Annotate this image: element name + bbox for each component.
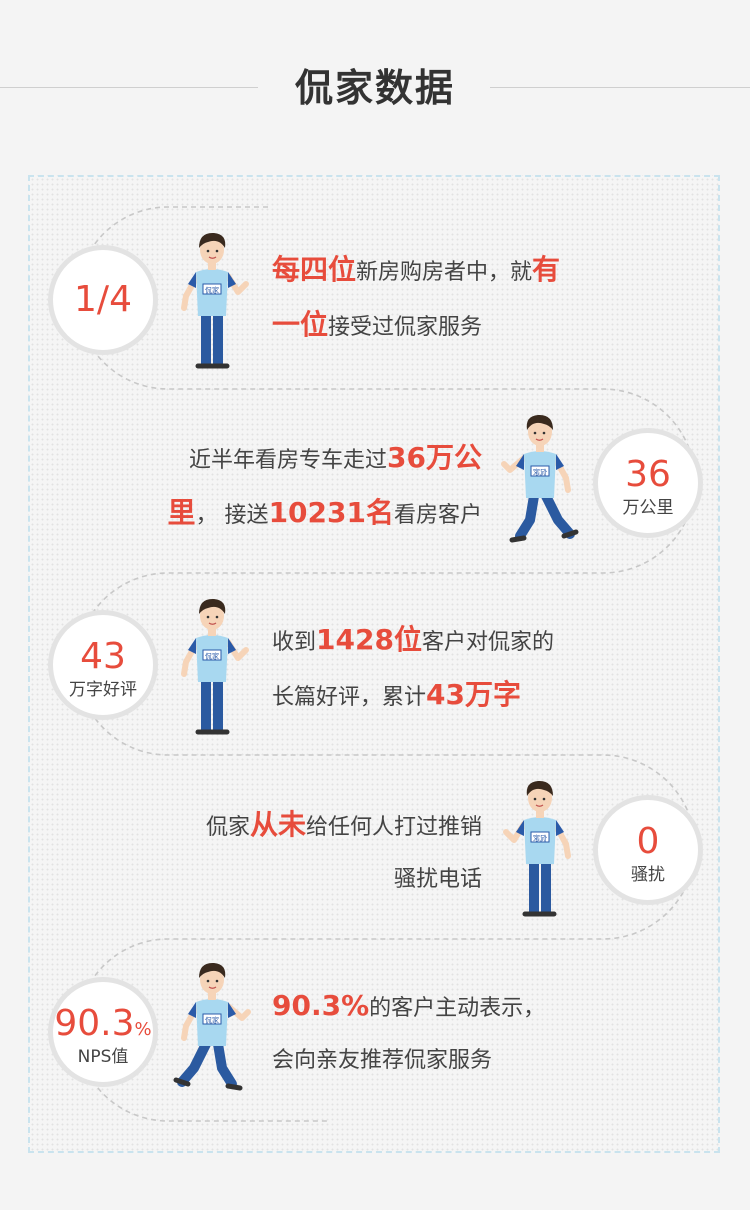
- badge-value: 43: [80, 636, 126, 677]
- stat-line: 每四位新房购房者中，就有: [272, 244, 632, 299]
- highlight-text: 43万字: [426, 678, 521, 711]
- badge-harassment: 0 骚扰: [593, 795, 703, 905]
- stat-line: 侃家从未给任何人打过推销: [110, 799, 482, 854]
- badge-reviews: 43 万字好评: [48, 610, 158, 720]
- badge-unit: 万字好评: [69, 680, 137, 700]
- stat-line: 近半年看房专车走过36万公: [110, 432, 482, 487]
- highlight-text: 里: [167, 496, 196, 529]
- highlight-text: 90.3%: [272, 989, 370, 1022]
- body-text: 近半年看房专车走过: [189, 448, 388, 473]
- body-text: 接受过侃家服务: [328, 315, 483, 340]
- badge-unit: 骚扰: [631, 865, 665, 885]
- stat-line: 里， 接送10231名看房客户: [110, 487, 482, 542]
- highlight-text: 一位: [272, 308, 329, 341]
- highlight-text: 有: [532, 253, 561, 286]
- stat-line: 骚扰电话: [110, 854, 482, 906]
- title-row: 侃家数据: [0, 52, 750, 124]
- highlight-text: 36万公: [387, 441, 482, 474]
- stat-line: 90.3%的客户主动表示，: [272, 980, 632, 1035]
- body-text: 客户对侃家的: [421, 630, 554, 655]
- body-text: 长篇好评，累计: [272, 685, 427, 710]
- badge-unit: NPS值: [77, 1047, 129, 1067]
- stat-line: 一位接受过侃家服务: [272, 299, 632, 354]
- badge-new-buyers: 1/4: [48, 245, 158, 355]
- stat-text-3: 收到1428位客户对侃家的 长篇好评，累计43万字: [272, 614, 632, 724]
- person-illustration: 侃家: [501, 414, 579, 543]
- badge-unit: 万公里: [622, 498, 674, 518]
- person-illustration: 侃家: [503, 780, 571, 917]
- stat-text-4: 侃家从未给任何人打过推销 骚扰电话: [110, 799, 482, 906]
- stat-line: 会向亲友推荐侃家服务: [272, 1035, 632, 1087]
- body-text: 的客户主动表示，: [369, 996, 546, 1021]
- highlight-text: 从未: [249, 808, 306, 841]
- highlight-text: 每四位: [272, 253, 357, 286]
- shirt-logo-text: 侃家: [205, 1016, 219, 1025]
- shirt-logo-text: 侃家: [205, 286, 219, 295]
- highlight-text: 1428位: [316, 623, 422, 656]
- body-text: ， 接送: [195, 503, 269, 528]
- body-text: 新房购房者中，就: [356, 260, 533, 285]
- badge-value: 1/4: [74, 279, 132, 320]
- person-illustration: 侃家: [181, 232, 249, 369]
- stat-text-1: 每四位新房购房者中，就有 一位接受过侃家服务: [272, 244, 632, 354]
- badge-value: 0: [636, 821, 660, 862]
- body-text: 收到: [272, 630, 317, 655]
- badge-nps: 90.3% NPS值: [48, 977, 158, 1087]
- badge-distance: 36 万公里: [593, 428, 703, 538]
- stat-line: 收到1428位客户对侃家的: [272, 614, 632, 669]
- body-text: 骚扰电话: [393, 867, 482, 892]
- stat-text-5: 90.3%的客户主动表示， 会向亲友推荐侃家服务: [272, 980, 632, 1087]
- stat-line: 长篇好评，累计43万字: [272, 669, 632, 724]
- badge-value: 90.3%: [53, 1004, 153, 1050]
- body-text: 给任何人打过推销: [305, 815, 482, 840]
- title-line-right: [490, 87, 750, 88]
- person-illustration: 侃家: [173, 962, 251, 1091]
- badge-percent: %: [134, 1019, 152, 1040]
- badge-value: 36: [625, 454, 671, 495]
- body-text: 会向亲友推荐侃家服务: [272, 1048, 493, 1073]
- page-title: 侃家数据: [294, 66, 455, 110]
- shirt-logo-text: 侃家: [205, 652, 219, 661]
- highlight-text: 10231名: [268, 496, 394, 529]
- badge-number: 90.3: [54, 1003, 135, 1044]
- body-text: 侃家: [205, 815, 250, 840]
- stat-text-2: 近半年看房专车走过36万公 里， 接送10231名看房客户: [110, 432, 482, 542]
- body-text: 看房客户: [393, 503, 482, 528]
- person-illustration: 侃家: [181, 598, 249, 735]
- shirt-logo-text: 侃家: [533, 834, 547, 843]
- title-line-left: [0, 87, 258, 88]
- shirt-logo-text: 侃家: [533, 468, 547, 477]
